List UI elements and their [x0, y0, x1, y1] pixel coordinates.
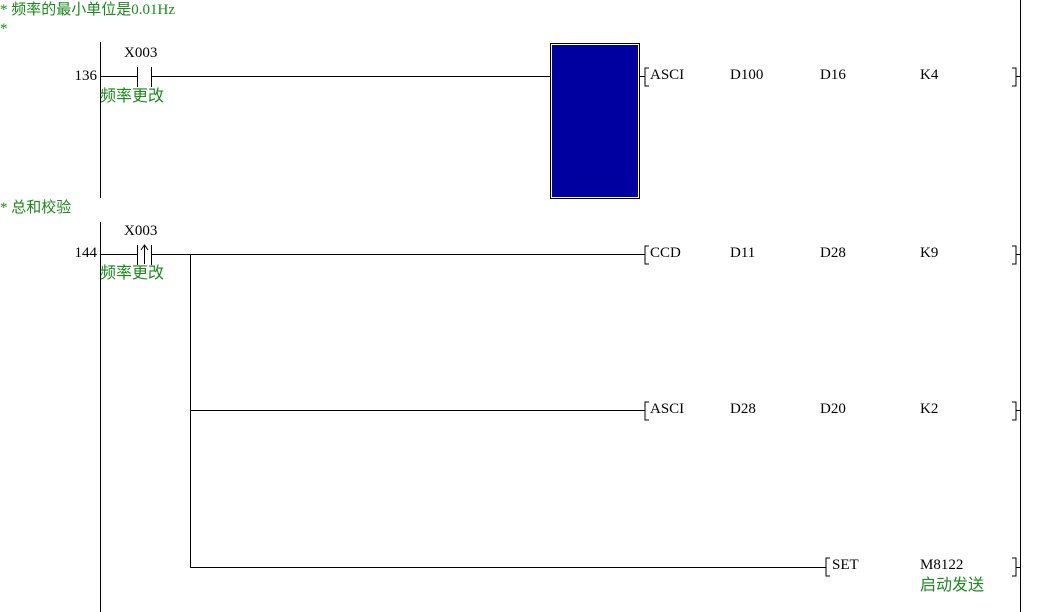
contact-device[interactable]: X003 — [124, 223, 158, 239]
contact-device[interactable]: X003 — [124, 45, 158, 61]
operand: K2 — [920, 401, 939, 417]
operand: D28 — [820, 245, 846, 261]
operand: D16 — [820, 67, 846, 83]
device-comment: 启动发送 — [920, 577, 985, 594]
comment-line: * 频率的最小单位是0.01Hz — [0, 2, 175, 18]
comment-line: * — [0, 21, 8, 37]
operand: K9 — [920, 245, 939, 261]
step-number: 136 — [74, 68, 98, 84]
instruction-op[interactable]: ASCI — [650, 401, 685, 417]
selection-cursor[interactable] — [550, 43, 640, 199]
operand: D20 — [820, 401, 846, 417]
operand: D100 — [730, 67, 764, 83]
instruction-op[interactable]: ASCI — [650, 67, 685, 83]
operand: D11 — [730, 245, 756, 261]
comment-line: * 总和校验 — [0, 200, 72, 216]
instruction-op[interactable]: SET — [832, 557, 859, 573]
operand: D28 — [730, 401, 756, 417]
instruction-op[interactable]: CCD — [650, 245, 681, 261]
step-number: 144 — [74, 245, 98, 261]
operand: M8122 — [920, 557, 964, 573]
operand: K4 — [920, 67, 939, 83]
device-comment: 频率更改 — [100, 265, 165, 282]
device-comment: 频率更改 — [100, 88, 165, 105]
